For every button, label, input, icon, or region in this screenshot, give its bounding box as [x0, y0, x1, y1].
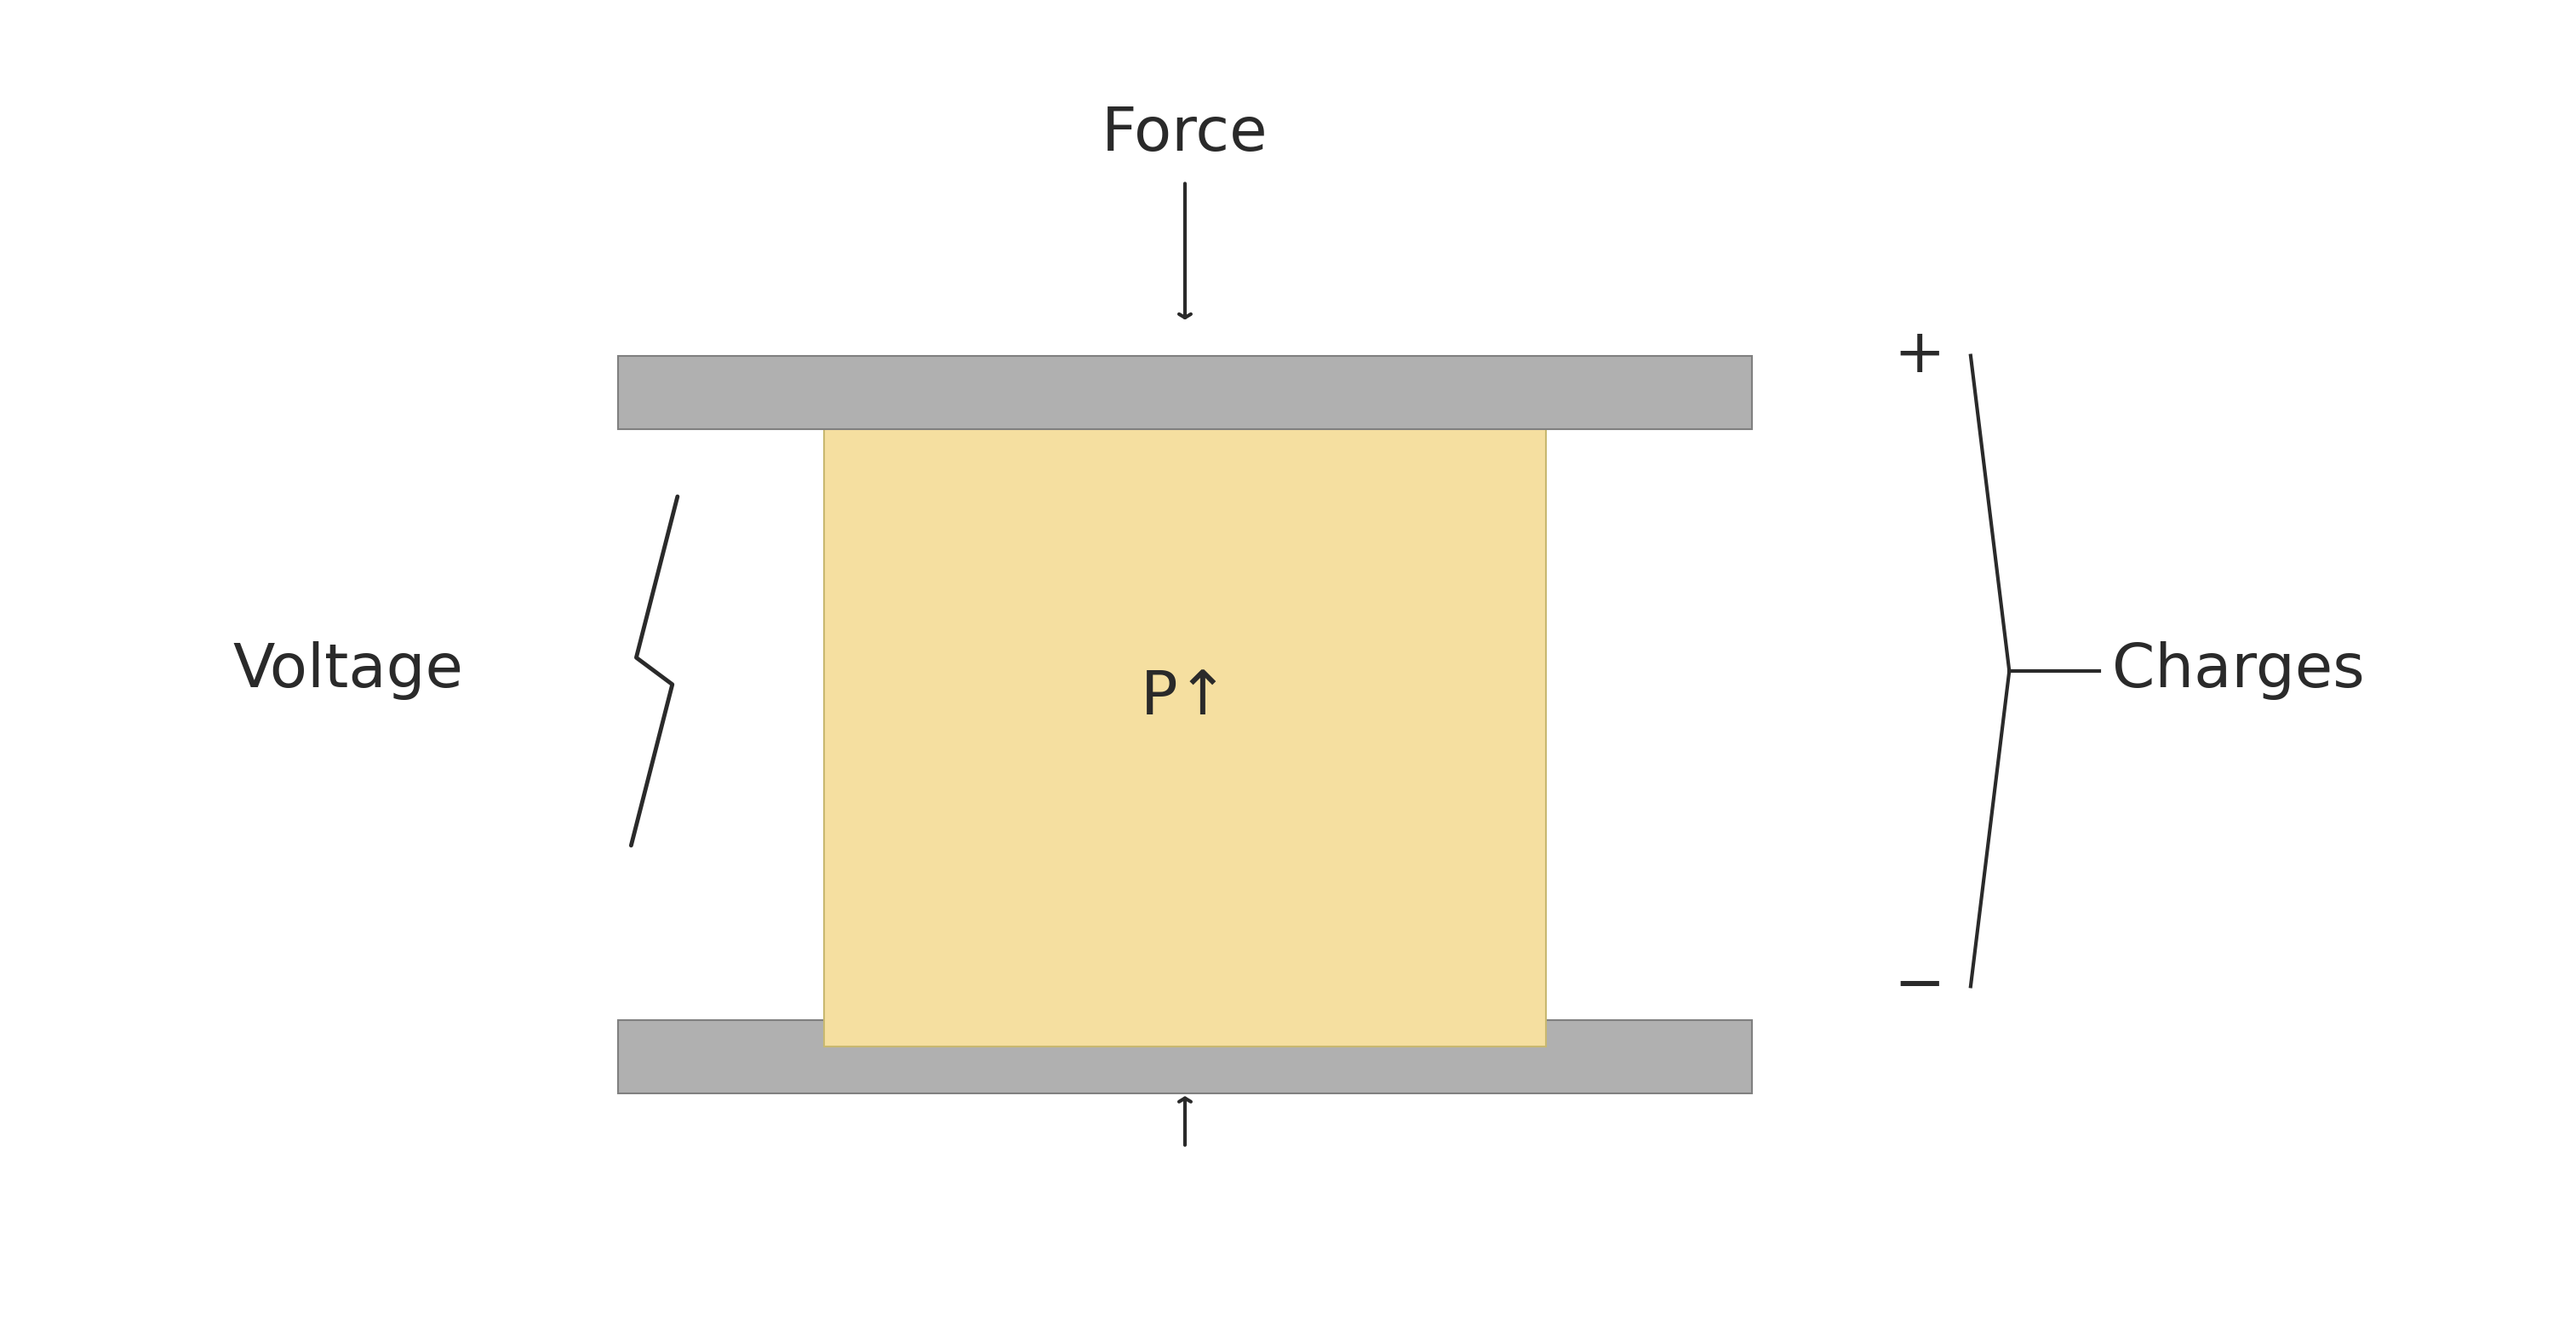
- Text: +: +: [1893, 326, 1945, 385]
- Text: P↑: P↑: [1141, 668, 1229, 727]
- Text: Charges: Charges: [2112, 641, 2365, 701]
- FancyBboxPatch shape: [618, 1020, 1752, 1094]
- FancyBboxPatch shape: [824, 403, 1546, 1047]
- Text: −: −: [1893, 957, 1945, 1016]
- Text: Voltage: Voltage: [232, 641, 464, 701]
- FancyBboxPatch shape: [618, 356, 1752, 429]
- Text: Force: Force: [1103, 105, 1267, 164]
